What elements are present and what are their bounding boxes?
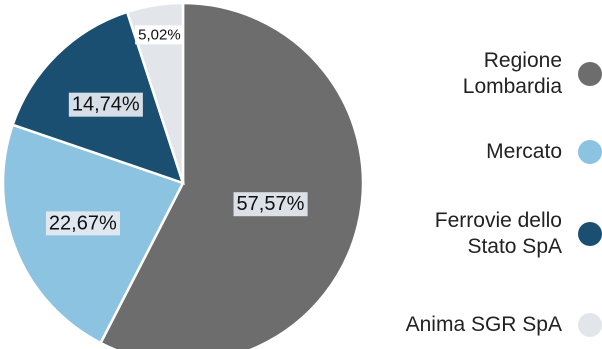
legend-item-ferrovie-dello-stato: Ferrovie dello Stato SpA — [412, 208, 602, 260]
data-label-text: 22,67% — [49, 212, 117, 234]
pie-chart-svg: 57,57% 22,67% 14,74% 5,02% — [1, 1, 365, 349]
legend-item-mercato: Mercato — [382, 139, 602, 165]
legend: Regione Lombardia Mercato Ferrovie dello… — [370, 0, 602, 349]
legend-label: Regione Lombardia — [462, 49, 562, 98]
data-label-regione-lombardia: 57,57% — [233, 192, 308, 217]
data-label-box — [233, 192, 308, 217]
data-label-text: 5,02% — [138, 26, 181, 43]
data-label-text: 14,74% — [72, 94, 140, 116]
data-label-text: 57,57% — [237, 193, 305, 215]
legend-item-anima-sgr: Anima SGR SpA — [372, 312, 602, 338]
data-label-anima-sgr-spa: 5,02% — [135, 25, 184, 45]
data-label-box — [68, 92, 143, 117]
legend-swatch — [578, 313, 602, 337]
pie-slice-regione-lombardia — [98, 1, 365, 349]
pie-slices — [1, 1, 365, 349]
data-label-box — [135, 25, 184, 45]
data-label-ferrovie-dello-stato-spa: 14,74% — [68, 92, 143, 117]
pie-slice-anima-sgr-spa — [125, 1, 185, 184]
legend-swatch — [578, 62, 602, 86]
legend-swatch — [578, 222, 602, 246]
data-label-box — [45, 211, 120, 236]
legend-label: Mercato — [486, 140, 562, 163]
legend-swatch — [578, 140, 602, 164]
pie-data-labels: 57,57% 22,67% 14,74% 5,02% — [45, 25, 308, 236]
legend-item-regione-lombardia: Regione Lombardia — [382, 48, 602, 100]
legend-label: Ferrovie dello Stato SpA — [434, 209, 562, 258]
legend-label: Anima SGR SpA — [405, 313, 562, 336]
data-label-mercato: 22,67% — [45, 211, 120, 236]
